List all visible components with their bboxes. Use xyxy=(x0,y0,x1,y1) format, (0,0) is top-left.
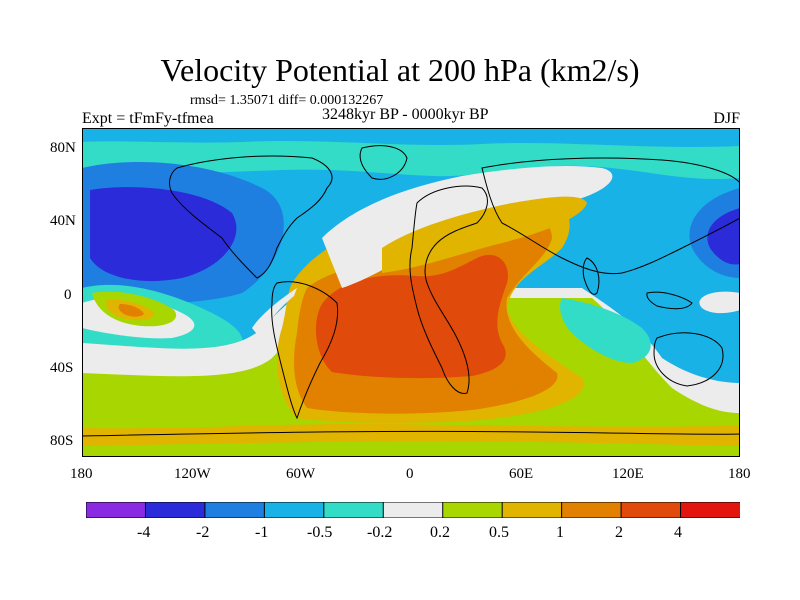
experiment-label: Expt = tFmFy-tfmea xyxy=(82,110,214,127)
x-tick-label: 180 xyxy=(728,466,751,482)
y-tick-label: 0 xyxy=(64,287,72,303)
y-tick-label: 40N xyxy=(50,213,76,229)
stats-line: rmsd= 1.35071 diff= 0.000132267 xyxy=(190,93,384,108)
colorbar-swatch xyxy=(86,502,147,518)
x-tick-label: 120W xyxy=(174,466,211,482)
colorbar-swatch xyxy=(501,502,563,518)
colorbar-swatch xyxy=(144,502,206,518)
colorbar-swatch xyxy=(442,502,504,518)
colorbar-label: -0.5 xyxy=(307,524,333,541)
y-tick-label: 80S xyxy=(50,433,74,449)
colorbar-label: 1 xyxy=(556,524,564,541)
colorbar-swatch xyxy=(382,502,444,518)
x-tick-label: 60W xyxy=(286,466,316,482)
colorbar-swatch xyxy=(561,502,623,518)
velocity-potential-map xyxy=(82,128,740,457)
colorbar-swatch xyxy=(620,502,682,518)
y-tick-label: 40S xyxy=(50,360,74,376)
x-tick-label: 0 xyxy=(406,466,414,482)
colorbar xyxy=(86,502,740,518)
colorbar-label: -1 xyxy=(255,524,269,541)
colorbar-swatch xyxy=(323,502,385,518)
colorbar-label: 2 xyxy=(615,524,623,541)
x-tick-label: 180 xyxy=(70,466,93,482)
season-label: DJF xyxy=(713,110,740,127)
colorbar-swatch xyxy=(263,502,325,518)
colorbar-label: -2 xyxy=(196,524,210,541)
period-label: 3248kyr BP - 0000kyr BP xyxy=(322,106,489,123)
colorbar-label: 0.5 xyxy=(489,524,509,541)
colorbar-swatch xyxy=(204,502,266,518)
x-tick-label: 120E xyxy=(612,466,644,482)
map-title: Velocity Potential at 200 hPa (km2/s) xyxy=(160,52,640,88)
colorbar-label: -4 xyxy=(137,524,151,541)
y-tick-label: 80N xyxy=(50,140,76,156)
x-tick-label: 60E xyxy=(509,466,534,482)
colorbar-label: -0.2 xyxy=(367,524,393,541)
colorbar-swatch xyxy=(680,502,740,518)
colorbar-label: 4 xyxy=(674,524,682,541)
colorbar-label: 0.2 xyxy=(430,524,450,541)
